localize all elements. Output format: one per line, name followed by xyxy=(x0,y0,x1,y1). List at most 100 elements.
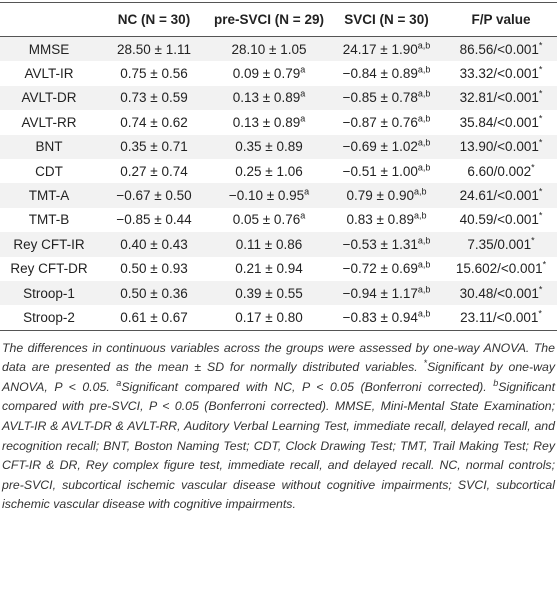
superscript: * xyxy=(538,210,543,221)
superscript: * xyxy=(538,308,542,319)
superscript: * xyxy=(538,186,543,197)
footnote-text: Significant by one-way ANOVA, P < 0.05. xyxy=(2,360,555,394)
cell-text: 0.21 ± 0.94 xyxy=(235,261,303,277)
table-row: TMT-B −0.85 ± 0.44 0.05 ± 0.76a 0.83 ± 0.89… xyxy=(0,208,557,232)
superscript: a,b xyxy=(417,308,431,319)
data-cell: 0.50 ± 0.93 xyxy=(98,257,210,281)
data-cell: 13.90/<0.001* xyxy=(445,135,557,159)
data-cell: −0.72 ± 0.69a,b xyxy=(328,257,445,281)
header-cell: F/P value xyxy=(445,2,557,37)
results-table: NC (N = 30) pre-SVCI (N = 29) SVCI (N = 30… xyxy=(0,2,557,331)
superscript: a,b xyxy=(417,88,431,99)
data-cell: 0.50 ± 0.36 xyxy=(98,281,210,305)
cell-text: 0.09 ± 0.79 xyxy=(232,66,301,82)
cell-text: 0.13 ± 0.89 xyxy=(232,90,301,106)
cell-text: 0.50 ± 0.93 xyxy=(120,261,188,277)
cell-text: SVCI (N = 30) xyxy=(344,12,429,27)
cell-text: 0.17 ± 0.80 xyxy=(235,309,303,325)
row-label: AVLT-RR xyxy=(0,110,98,134)
cell-text: 0.79 ± 0.90 xyxy=(346,188,414,204)
superscript: a,b xyxy=(417,284,431,295)
data-cell: 0.13 ± 0.89a xyxy=(210,110,328,134)
cell-text: −0.85 ± 0.44 xyxy=(116,212,192,228)
cell-text: −0.10 ± 0.95 xyxy=(228,188,305,204)
data-cell: 24.17 ± 1.90a,b xyxy=(328,37,445,62)
data-cell: 0.21 ± 0.94 xyxy=(210,257,328,281)
cell-text: −0.84 ± 0.89 xyxy=(342,66,418,82)
superscript: * xyxy=(538,284,543,295)
data-cell: −0.85 ± 0.78a,b xyxy=(328,86,445,110)
superscript: * xyxy=(542,259,547,270)
cell-text: −0.83 ± 0.94 xyxy=(342,309,418,325)
cell-text: Rey CFT-DR xyxy=(10,261,88,277)
table-row: Stroop-2 0.61 ± 0.67 0.17 ± 0.80 −0.83 ± 0.… xyxy=(0,305,557,330)
superscript: a,b xyxy=(413,210,427,221)
row-label: AVLT-IR xyxy=(0,61,98,85)
data-cell: 0.39 ± 0.55 xyxy=(210,281,328,305)
cell-text: CDT xyxy=(35,163,63,179)
data-cell: 0.35 ± 0.71 xyxy=(98,135,210,159)
data-cell: 0.75 ± 0.56 xyxy=(98,61,210,85)
cell-text: 0.35 ± 0.71 xyxy=(120,139,188,155)
cell-text: AVLT-RR xyxy=(21,114,77,130)
superscript: a xyxy=(300,64,306,75)
table-row: MMSE 28.50 ± 1.11 28.10 ± 1.05 24.17 ± 1.90… xyxy=(0,36,557,62)
cell-text: 0.40 ± 0.43 xyxy=(120,236,188,252)
data-cell: −0.67 ± 0.50 xyxy=(98,183,210,207)
data-cell: 0.35 ± 0.89 xyxy=(210,135,328,159)
data-cell: 23.11/<0.001* xyxy=(445,305,557,330)
data-cell: 0.61 ± 0.67 xyxy=(98,305,210,330)
row-label: Rey CFT-IR xyxy=(0,232,98,256)
superscript: a xyxy=(304,186,310,197)
superscript: a,b xyxy=(417,64,431,75)
data-cell: 0.79 ± 0.90a,b xyxy=(328,183,445,207)
cell-text: 32.81/<0.001 xyxy=(459,90,539,106)
data-cell: 0.73 ± 0.59 xyxy=(98,86,210,110)
data-cell: 33.32/<0.001* xyxy=(445,61,557,85)
cell-text: 28.10 ± 1.05 xyxy=(231,41,307,57)
row-label: Rey CFT-DR xyxy=(0,257,98,281)
cell-text: 15.602/<0.001 xyxy=(455,261,543,277)
superscript: a,b xyxy=(413,186,427,197)
cell-text: 23.11/<0.001 xyxy=(460,309,539,325)
cell-text: 24.61/<0.001 xyxy=(459,188,539,204)
row-label: AVLT-DR xyxy=(0,86,98,110)
cell-text: −0.69 ± 1.02 xyxy=(342,139,418,155)
data-cell: −0.94 ± 1.17a,b xyxy=(328,281,445,305)
row-label: Stroop-2 xyxy=(0,305,98,330)
superscript: a,b xyxy=(417,259,431,270)
row-label: BNT xyxy=(0,135,98,159)
cell-text: 33.32/<0.001 xyxy=(459,66,539,82)
header-cell: pre-SVCI (N = 29) xyxy=(210,2,328,37)
table-row: Rey CFT-DR 0.50 ± 0.93 0.21 ± 0.94 −0.72 ± … xyxy=(0,257,557,281)
superscript: a xyxy=(300,210,306,221)
cell-text: AVLT-IR xyxy=(24,66,74,82)
data-cell: 0.17 ± 0.80 xyxy=(210,305,328,330)
superscript: a,b xyxy=(417,235,431,246)
cell-text: −0.87 ± 0.76 xyxy=(342,114,418,130)
superscript: * xyxy=(538,64,543,75)
data-cell: −0.87 ± 0.76a,b xyxy=(328,110,445,134)
cell-text: Stroop-1 xyxy=(23,285,75,301)
cell-text: 30.48/<0.001 xyxy=(459,285,539,301)
row-label: CDT xyxy=(0,159,98,183)
row-label: MMSE xyxy=(0,37,98,62)
table-row: AVLT-IR 0.75 ± 0.56 0.09 ± 0.79a −0.84 ± 0.… xyxy=(0,61,557,85)
data-cell: 0.74 ± 0.62 xyxy=(98,110,210,134)
cell-text: −0.51 ± 1.00 xyxy=(342,163,418,179)
cell-text: −0.67 ± 0.50 xyxy=(116,188,192,204)
superscript: * xyxy=(538,88,543,99)
data-cell: −0.69 ± 1.02a,b xyxy=(328,135,445,159)
cell-text: 7.35/0.001 xyxy=(467,236,532,252)
data-cell: 0.40 ± 0.43 xyxy=(98,232,210,256)
footnote-mark: b xyxy=(493,377,499,388)
data-cell: 32.81/<0.001* xyxy=(445,86,557,110)
data-cell: 0.05 ± 0.76a xyxy=(210,208,328,232)
cell-text: 86.56/<0.001 xyxy=(459,41,539,57)
cell-text: 0.61 ± 0.67 xyxy=(120,309,188,325)
footnote-mark: * xyxy=(423,358,428,369)
footnote-text: Significant compared with NC, P < 0.05 (… xyxy=(121,379,494,394)
cell-text: −0.53 ± 1.31 xyxy=(342,236,418,252)
data-cell: −0.10 ± 0.95a xyxy=(210,183,328,207)
cell-text: 28.50 ± 1.11 xyxy=(117,41,191,57)
